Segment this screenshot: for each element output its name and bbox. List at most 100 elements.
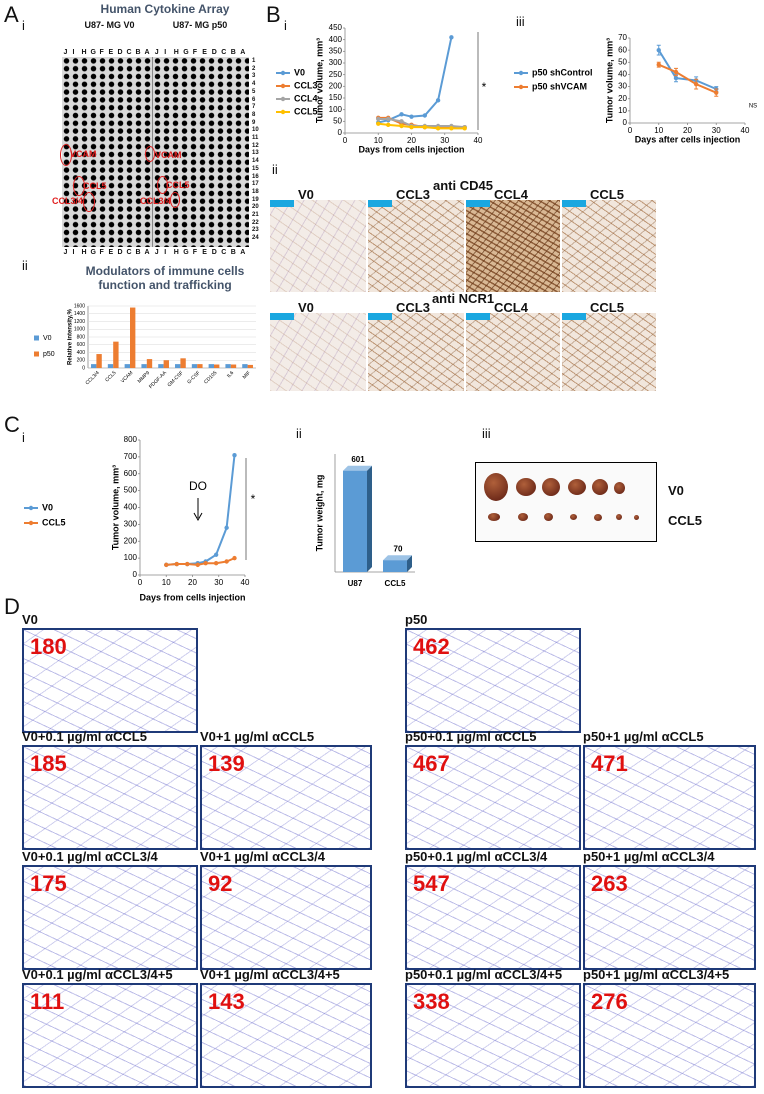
histology-image — [562, 200, 656, 292]
group-label: CCL5 — [590, 187, 624, 202]
histology-image — [270, 313, 366, 391]
array-circle — [60, 144, 72, 166]
point — [386, 116, 391, 122]
y-tick-label: 70 — [618, 33, 627, 42]
bar — [242, 364, 248, 368]
panel-label: B — [266, 2, 281, 27]
point — [195, 562, 200, 568]
array-row: 11 — [252, 135, 259, 141]
array-column: D — [117, 249, 123, 256]
bar — [141, 364, 147, 368]
point — [656, 62, 661, 67]
x-tick-label: PDGF-AA — [148, 370, 168, 390]
bar — [130, 307, 136, 368]
migration-image: 175 — [22, 865, 198, 970]
cell-count: 467 — [413, 751, 450, 776]
bar-top — [343, 465, 372, 471]
histology-image — [466, 200, 560, 292]
point — [224, 525, 229, 530]
legend-label: CCL3 — [294, 80, 318, 90]
x-tick-label: 30 — [440, 136, 449, 145]
cell-count: 547 — [413, 871, 450, 896]
bar — [146, 359, 153, 368]
subpanel-label: iii — [482, 426, 491, 441]
migration-label: V0+0.1 µg/ml αCCL5 — [22, 729, 147, 744]
cell-count: 180 — [30, 634, 67, 659]
point — [462, 126, 467, 131]
bar-side — [367, 465, 372, 572]
bar — [158, 364, 164, 368]
array-right: U87- MG p50 — [172, 20, 228, 30]
legend-label: V0 — [42, 502, 53, 512]
x-tick-label: 40 — [241, 578, 250, 587]
value-label: 70 — [394, 544, 403, 553]
y-tick-label: 100 — [329, 105, 343, 114]
array-label: CCL5 — [83, 181, 107, 191]
array-column: F — [192, 249, 198, 256]
y-tick-label: 1000 — [74, 327, 85, 333]
cell-count: 185 — [30, 751, 67, 776]
group-label: V0 — [298, 300, 314, 315]
x-tick-label: 10 — [654, 126, 663, 135]
array-column: H — [173, 249, 179, 256]
bar — [163, 360, 169, 368]
array-row: 18 — [252, 188, 259, 195]
y-tick-label: 400 — [124, 503, 138, 512]
migration-label: V0+1 µg/ml αCCL3/4+5 — [200, 967, 340, 982]
subpanel-label: iii — [516, 14, 525, 29]
migration-label: V0+0.1 µg/ml αCCL3/4 — [22, 849, 158, 864]
line — [378, 122, 465, 130]
array-column: D — [211, 49, 217, 56]
immune-title: Modulators of immune cells function and … — [85, 264, 245, 292]
migration-label: V0+0.1 µg/ml αCCL3/4+5 — [22, 967, 173, 982]
legend-label: CCL5 — [42, 517, 66, 527]
point — [386, 122, 391, 128]
point — [409, 124, 414, 130]
x-tick-label: 20 — [188, 578, 197, 587]
subpanel-label: ii — [22, 258, 28, 273]
annotation: DO — [189, 479, 207, 493]
array-column: H — [81, 249, 87, 256]
legend-label: V0 — [294, 67, 305, 77]
y-tick-label: 200 — [329, 81, 343, 90]
y-tick-label: 1200 — [74, 319, 85, 325]
array-column: I — [72, 49, 75, 56]
migration-image: 338 — [405, 983, 581, 1088]
bar — [208, 364, 214, 368]
point — [399, 123, 404, 129]
histology-image — [368, 313, 464, 391]
array-column: C — [126, 249, 132, 256]
array-row: 23 — [252, 227, 259, 234]
tumor-row-label: CCL5 — [668, 513, 702, 528]
histology-image — [466, 313, 560, 391]
y-tick-label: 50 — [618, 57, 627, 66]
panel-label: C — [4, 412, 20, 437]
array-row: 5 — [252, 88, 256, 95]
array-row: 1 — [252, 58, 256, 64]
point — [232, 555, 237, 561]
array-column: B — [230, 249, 236, 256]
y-tick-label: 300 — [329, 58, 343, 67]
legend-swatch — [34, 351, 39, 357]
group-label: CCL4 — [494, 300, 528, 315]
point — [422, 113, 427, 118]
array-column: A — [240, 49, 246, 56]
legend-marker — [280, 83, 286, 89]
point — [693, 81, 699, 87]
x-tick-label: CCL5 — [104, 370, 117, 383]
array-column: J — [63, 249, 68, 256]
point — [435, 126, 441, 131]
point — [232, 452, 237, 458]
x-tick-label: 0 — [343, 136, 348, 145]
legend-label: CCL4 — [294, 93, 318, 103]
array-circle — [73, 176, 85, 196]
array-row: 3 — [252, 73, 256, 80]
stain-title: anti CD45 — [433, 178, 493, 193]
point — [673, 75, 679, 81]
cell-count: 111 — [30, 989, 65, 1014]
array-image — [152, 57, 249, 247]
array-column: G — [90, 49, 96, 56]
legend-label: p50 shControl — [532, 67, 593, 77]
array-row: 4 — [252, 81, 256, 88]
